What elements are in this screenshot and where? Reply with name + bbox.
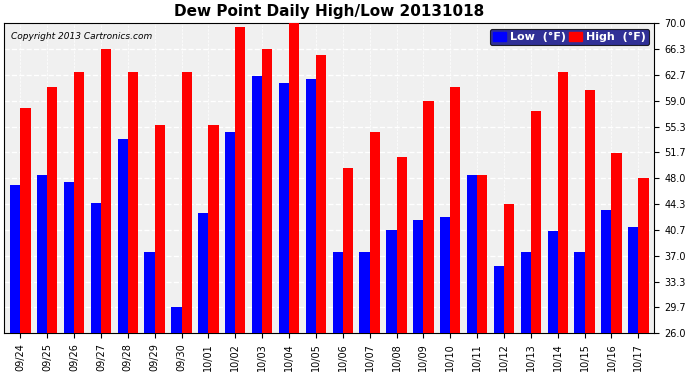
Bar bbox=[601, 210, 611, 333]
Text: Copyright 2013 Cartronics.com: Copyright 2013 Cartronics.com bbox=[10, 32, 152, 41]
Bar bbox=[47, 87, 57, 333]
Bar bbox=[128, 72, 138, 333]
Bar bbox=[333, 252, 343, 333]
Bar bbox=[289, 23, 299, 333]
Bar bbox=[584, 90, 595, 333]
Bar bbox=[574, 252, 584, 333]
Bar bbox=[181, 72, 192, 333]
Bar bbox=[638, 178, 649, 333]
Bar bbox=[117, 140, 128, 333]
Bar bbox=[386, 230, 397, 333]
Bar bbox=[208, 125, 219, 333]
Bar bbox=[144, 252, 155, 333]
Bar bbox=[424, 100, 433, 333]
Bar bbox=[279, 83, 289, 333]
Bar bbox=[628, 227, 638, 333]
Bar bbox=[155, 125, 165, 333]
Bar bbox=[235, 27, 246, 333]
Bar bbox=[611, 153, 622, 333]
Bar bbox=[440, 217, 451, 333]
Bar bbox=[451, 87, 460, 333]
Bar bbox=[477, 175, 487, 333]
Bar bbox=[467, 175, 477, 333]
Title: Dew Point Daily High/Low 20131018: Dew Point Daily High/Low 20131018 bbox=[174, 4, 484, 19]
Bar bbox=[10, 185, 20, 333]
Bar bbox=[63, 182, 74, 333]
Bar bbox=[531, 111, 541, 333]
Bar bbox=[504, 204, 514, 333]
Bar bbox=[90, 203, 101, 333]
Legend: Low  (°F), High  (°F): Low (°F), High (°F) bbox=[490, 28, 649, 45]
Bar bbox=[359, 252, 370, 333]
Bar bbox=[252, 76, 262, 333]
Bar bbox=[101, 49, 111, 333]
Bar bbox=[225, 132, 235, 333]
Bar bbox=[306, 80, 316, 333]
Bar bbox=[343, 168, 353, 333]
Bar bbox=[370, 132, 380, 333]
Bar bbox=[494, 266, 504, 333]
Bar bbox=[74, 72, 84, 333]
Bar bbox=[521, 252, 531, 333]
Bar bbox=[558, 72, 568, 333]
Bar bbox=[316, 55, 326, 333]
Bar bbox=[548, 231, 558, 333]
Bar bbox=[20, 108, 30, 333]
Bar bbox=[413, 220, 424, 333]
Bar bbox=[198, 213, 208, 333]
Bar bbox=[397, 157, 406, 333]
Bar bbox=[37, 175, 47, 333]
Bar bbox=[171, 307, 181, 333]
Bar bbox=[262, 49, 273, 333]
